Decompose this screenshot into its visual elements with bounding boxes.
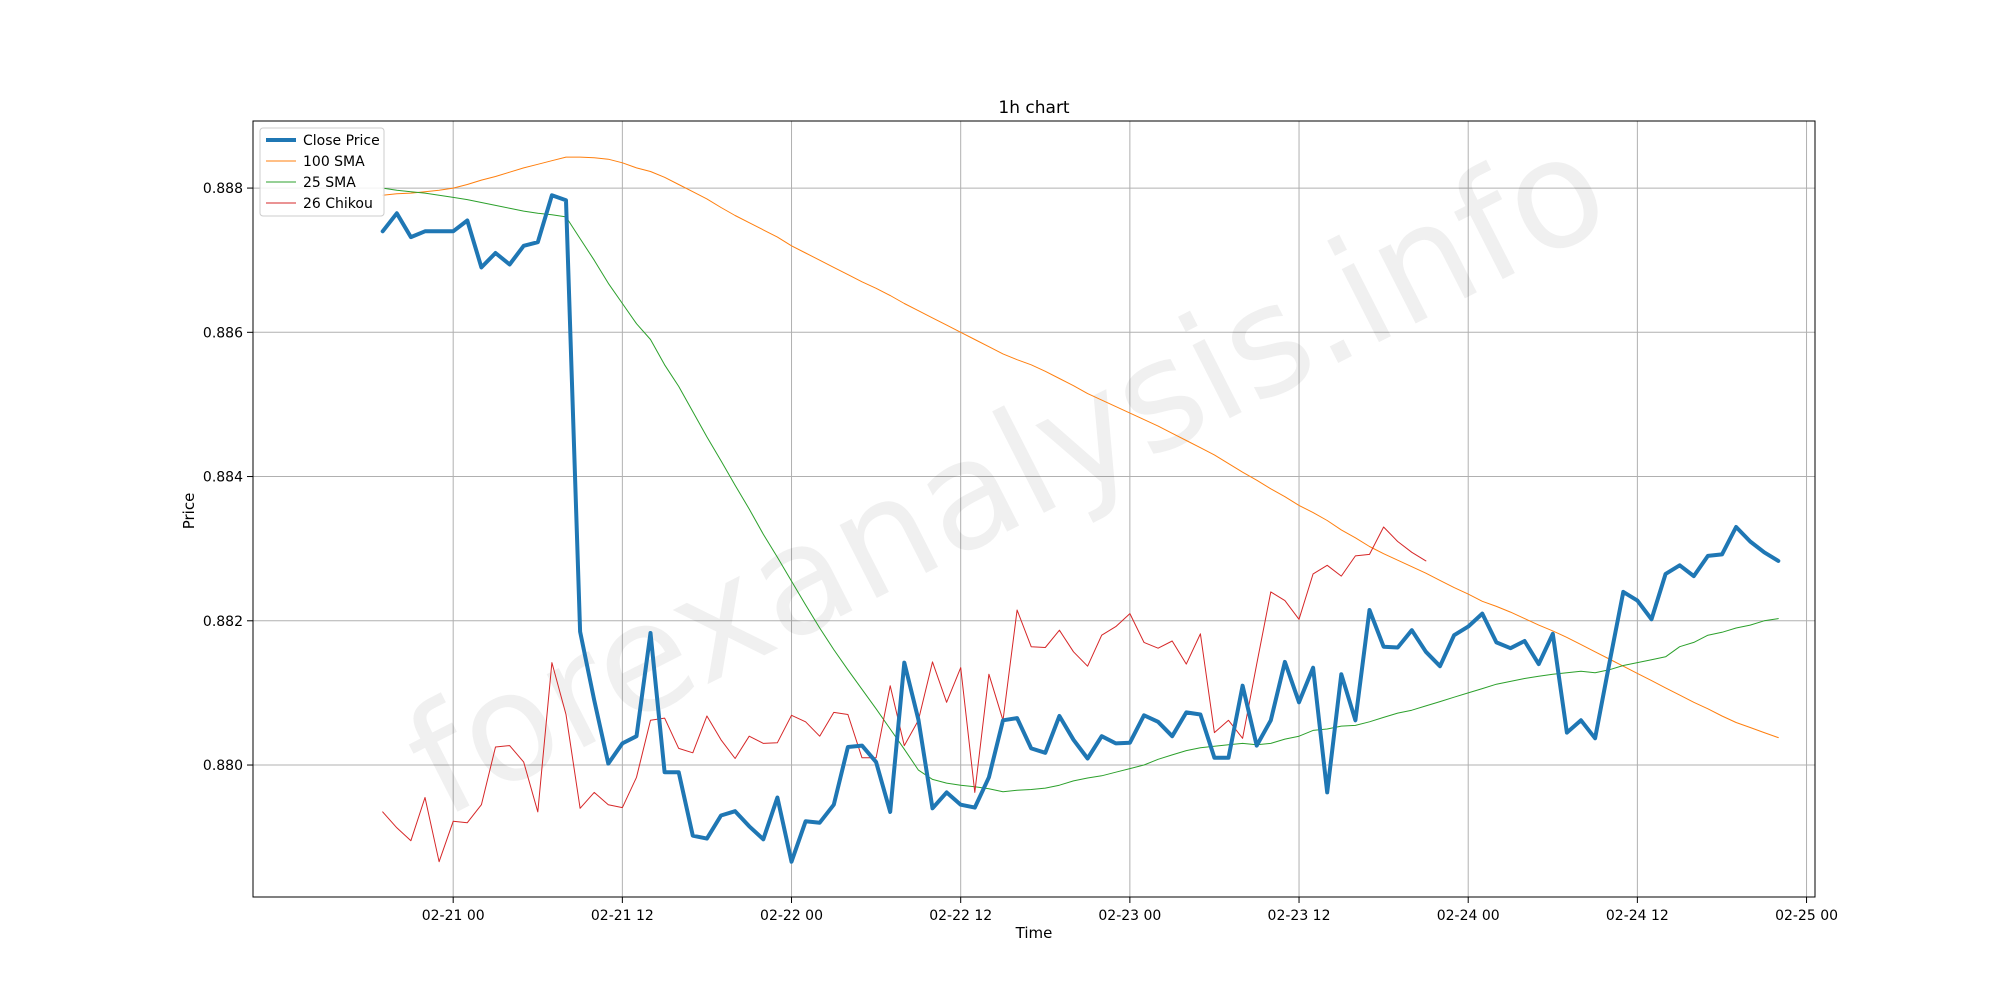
y-tick-label: 0.880 bbox=[203, 758, 243, 774]
series-line-close-price bbox=[380, 193, 1781, 864]
y-tick-label: 0.884 bbox=[203, 470, 243, 486]
plot-frame bbox=[252, 120, 1816, 898]
grid-layer bbox=[253, 121, 1815, 897]
legend-label-close-price: Close Price bbox=[303, 133, 380, 149]
series-line-26-chikou bbox=[382, 526, 1427, 863]
x-tick-label: 02-21 12 bbox=[591, 908, 654, 924]
x-tick-label: 02-23 00 bbox=[1098, 908, 1161, 924]
x-tick-label: 02-22 12 bbox=[929, 908, 992, 924]
legend-label-25-sma: 25 SMA bbox=[303, 175, 356, 191]
x-tick-label: 02-22 00 bbox=[760, 908, 823, 924]
x-tick-label: 02-23 12 bbox=[1268, 908, 1331, 924]
legend: Close Price 100 SMA 25 SMA 26 Chikou bbox=[259, 127, 385, 217]
legend-label-100-sma: 100 SMA bbox=[303, 154, 365, 170]
series-layer bbox=[380, 156, 1781, 864]
series-line-100-sma bbox=[382, 156, 1779, 739]
legend-box bbox=[259, 127, 385, 217]
y-axis-label: Price bbox=[180, 493, 198, 530]
y-tick-label: 0.882 bbox=[203, 614, 243, 630]
chart-title: 1h chart bbox=[998, 98, 1070, 118]
y-tick-label: 0.888 bbox=[203, 181, 243, 197]
x-axis-label: Time bbox=[1015, 924, 1053, 942]
x-tick-label: 02-24 12 bbox=[1606, 908, 1669, 924]
x-tick-label: 02-21 00 bbox=[422, 908, 485, 924]
y-tick-label: 0.886 bbox=[203, 325, 243, 341]
x-tick-label: 02-24 00 bbox=[1437, 908, 1500, 924]
series-line-25-sma bbox=[382, 187, 1779, 793]
x-tick-label: 02-25 00 bbox=[1775, 908, 1838, 924]
tick-layer: 02-21 00 02-21 12 02-22 00 02-22 12 02-23 00… bbox=[203, 181, 1838, 924]
legend-label-26-chikou: 26 Chikou bbox=[303, 196, 373, 212]
